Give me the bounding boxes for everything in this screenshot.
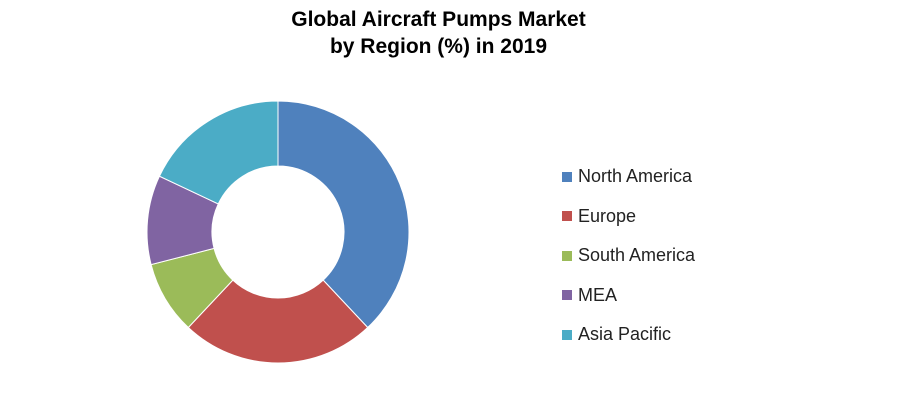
legend-label: North America [578,166,693,187]
legend-item: MEA [562,276,695,316]
legend-swatch [562,211,572,222]
legend-item: Europe [562,197,695,237]
legend-swatch [562,171,572,182]
legend-swatch [562,329,572,340]
legend-label: MEA [578,284,618,305]
slice-asia-pacific [158,100,279,205]
legend-label: South America [578,245,696,266]
legend-label: Asia Pacific [578,324,672,345]
chart-title: Global Aircraft Pumps Market by Region (… [0,6,877,60]
slice-north-america [277,100,410,329]
chart-title-line-2: by Region (%) in 2019 [329,35,548,58]
legend-swatch [562,250,572,261]
legend-item: Asia Pacific [562,315,695,355]
legend-item: North America [562,157,695,197]
chart-title-line-1: Global Aircraft Pumps Market [291,8,586,31]
legend: North America Europe South America MEA Asia … [562,157,695,355]
legend-item: South America [562,236,695,276]
slice-europe [187,279,369,364]
legend-label: Europe [578,205,637,226]
legend-swatch [562,290,572,301]
